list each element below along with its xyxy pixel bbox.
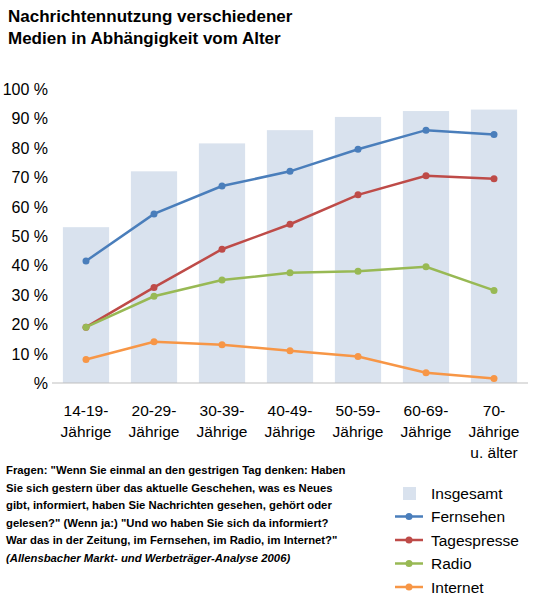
tick-mark xyxy=(48,324,52,325)
x-tick-label: 70-Jährigeu. älter xyxy=(469,402,520,461)
x-tick-label: 14-19-Jährige xyxy=(61,402,112,440)
marker xyxy=(287,347,294,354)
marker xyxy=(491,287,498,294)
tick-mark xyxy=(48,265,52,266)
legend-marker xyxy=(406,513,413,520)
x-tick-label: 60-69-Jährige xyxy=(401,402,452,440)
marker xyxy=(151,293,158,300)
marker xyxy=(219,277,226,284)
legend-marker xyxy=(406,560,413,567)
y-tick-label: 70 % xyxy=(12,169,48,186)
y-tick-label: 80 % xyxy=(12,140,48,157)
tick-mark xyxy=(48,177,52,178)
marker xyxy=(491,175,498,182)
x-tick-label: 40-49-Jährige xyxy=(265,402,316,440)
tick-mark xyxy=(48,294,52,295)
y-tick-label: % xyxy=(34,375,48,392)
marker xyxy=(423,263,430,270)
marker xyxy=(355,191,362,198)
note: Fragen: "Wenn Sie einmal an den gestrige… xyxy=(6,464,346,546)
y-tick-label: 40 % xyxy=(12,257,48,274)
tick-mark xyxy=(48,206,52,207)
marker xyxy=(423,127,430,134)
y-tick-label: 10 % xyxy=(12,346,48,363)
tick-mark xyxy=(48,89,52,90)
tick-mark xyxy=(48,353,52,354)
y-tick-label: 90 % xyxy=(12,110,48,127)
marker xyxy=(151,284,158,291)
legend-label: Fernsehen xyxy=(431,508,505,525)
bar xyxy=(403,111,449,383)
x-tick-label: 20-29-Jährige xyxy=(129,402,180,440)
title: Nachrichtennutzung verschiedener Medien … xyxy=(8,6,353,50)
bar xyxy=(335,117,381,383)
legend-label: Insgesamt xyxy=(431,485,503,502)
marker xyxy=(83,324,90,331)
y-tick-label: 100 % xyxy=(3,81,48,98)
y-tick-label: 20 % xyxy=(12,316,48,333)
tick-mark xyxy=(48,236,52,237)
bar xyxy=(471,110,517,383)
line xyxy=(86,176,494,327)
marker xyxy=(423,369,430,376)
line xyxy=(86,130,494,261)
marker xyxy=(491,131,498,138)
line xyxy=(86,267,494,327)
plot-marks xyxy=(63,110,517,383)
x-tick-label: 30-39-Jährige xyxy=(197,402,248,440)
source: (Allensbacher Markt- und Werbeträger-Ana… xyxy=(6,550,351,568)
legend-label: Radio xyxy=(431,555,472,572)
legend-swatch xyxy=(403,487,416,500)
marker xyxy=(287,269,294,276)
marker xyxy=(355,146,362,153)
marker xyxy=(83,257,90,264)
marker xyxy=(219,246,226,253)
marker xyxy=(355,268,362,275)
marker xyxy=(355,353,362,360)
note-block: Fragen: "Wenn Sie einmal an den gestrige… xyxy=(6,462,351,568)
x-tick-label: 50-59-Jährige xyxy=(333,402,384,440)
x-axis xyxy=(52,383,528,384)
marker xyxy=(219,183,226,190)
tick-mark xyxy=(48,383,52,384)
legend-label: Internet xyxy=(431,579,484,596)
chart: % 10 % 20 % 30 % 40 % 50 % 60 % 70 % 80 % 90 % 100… xyxy=(0,0,546,607)
legend: Insgesamt Fernsehen Tagespresse Radio Intern… xyxy=(395,485,519,596)
marker xyxy=(219,341,226,348)
bar xyxy=(267,130,313,383)
marker xyxy=(423,172,430,179)
y-tick-label: 50 % xyxy=(12,228,48,245)
marker xyxy=(151,210,158,217)
tick-mark xyxy=(48,118,52,119)
marker xyxy=(151,338,158,345)
legend-label: Tagespresse xyxy=(431,532,519,549)
y-tick-label: 60 % xyxy=(12,199,48,216)
marker xyxy=(491,375,498,382)
marker xyxy=(83,324,90,331)
marker xyxy=(287,221,294,228)
marker xyxy=(287,168,294,175)
tick-mark xyxy=(48,147,52,148)
y-tick-label: 30 % xyxy=(12,287,48,304)
line xyxy=(86,342,494,379)
legend-marker xyxy=(406,584,413,591)
marker xyxy=(83,356,90,363)
legend-marker xyxy=(406,537,413,544)
